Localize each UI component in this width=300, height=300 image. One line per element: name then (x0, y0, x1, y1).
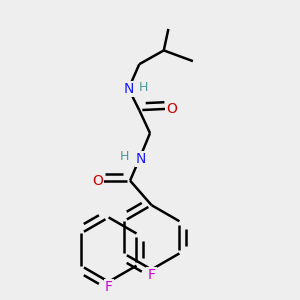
Text: N: N (136, 152, 146, 166)
Text: O: O (166, 102, 177, 116)
Text: H: H (120, 150, 129, 163)
Text: F: F (105, 280, 112, 294)
Text: F: F (148, 268, 155, 282)
Text: N: N (123, 82, 134, 96)
Text: O: O (92, 174, 103, 188)
Text: H: H (139, 81, 148, 94)
